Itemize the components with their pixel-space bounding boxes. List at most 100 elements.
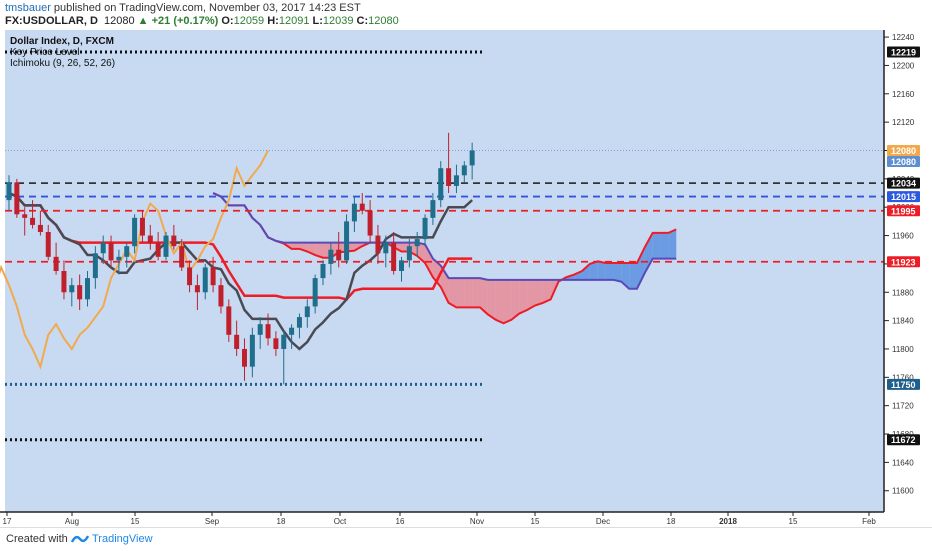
candle-body [249,334,255,367]
candle-body [453,175,459,186]
candle-body [234,334,240,349]
time-axis-background [0,512,932,527]
low-label: L: [312,15,323,27]
candle-body [187,267,193,286]
symbol-label[interactable]: FX:USDOLLAR, D [5,15,98,27]
candle-body [359,203,365,211]
candle-body [257,324,263,335]
candle-body [6,182,12,201]
candle-body [328,249,334,264]
tradingview-logo-icon [70,535,90,543]
cloud-segment [519,279,528,314]
candle-body [383,242,389,254]
candle-body [422,217,428,240]
cloud-segment [597,261,606,280]
legend-ichimoku: Ichimoku (9, 26, 52, 26) [10,58,116,69]
candle-body [461,165,467,176]
price-label-text: 11750 [891,380,916,390]
high-label: H: [267,15,279,27]
candle-body [22,214,28,218]
candle-body [469,150,475,166]
cloud-segment [605,263,614,280]
time-tick-label: 17 [3,517,12,526]
candle-body [61,271,67,293]
cloud-segment [464,278,473,308]
candle-body [179,246,185,268]
candle-body [399,260,404,271]
cloud-segment [660,232,669,259]
time-tick-label: Sep [205,517,220,526]
cloud-segment [487,279,496,320]
candle-body [320,263,326,279]
cloud-segment [432,258,441,287]
candle-body [132,217,138,247]
cloud-segment [589,261,598,280]
cloud-segment [456,278,465,308]
price-label-text: 12034 [891,179,916,189]
author-link[interactable]: tmsbauer [5,2,51,14]
candle-body [171,235,177,247]
price-label-badge [887,205,920,217]
time-tick-label: Dec [596,517,610,526]
open-value: 12059 [233,15,265,27]
chart-legend: Dollar Index, D, FXCM Key Price Level Ic… [10,36,115,69]
price-axis-background [884,30,932,512]
candle-body [218,285,224,307]
candle-body [163,235,169,257]
price-tick-label: 12120 [892,118,915,127]
price-tick-label: 12160 [892,90,915,99]
price-tick-label: 11960 [892,232,914,241]
candle-body [391,242,397,271]
cloud-segment [511,279,520,320]
price-label-badge [887,177,920,189]
candle-body [124,246,130,257]
time-tick-label: 15 [131,517,140,526]
price-label-text: 11923 [891,257,916,267]
candle-body [202,267,208,293]
cloud-segment [644,232,653,273]
candle-body [414,239,420,247]
key-price-levels [5,50,884,442]
time-tick-label: 15 [789,517,798,526]
cloud-segment [472,278,480,308]
candle-body [77,285,83,300]
cloud-segment [503,279,512,324]
legend-symbol: Dollar Index, D, FXCM [10,36,114,47]
candle-body [69,285,75,293]
time-axis[interactable]: 17 Aug 15 Sep 18 Oct 16 Nov 15 Dec 18 2018 15 Feb [3,512,877,526]
time-tick-label: 15 [531,517,540,526]
candle-body [375,235,381,254]
symbol-ohlc: FX:USDOLLAR, D 12080 ▲ +21 (+0.17%) O:12… [5,15,399,27]
change-value: ▲ +21 (+0.17%) [137,15,219,27]
price-chart[interactable]: 1224012200121601212012080120401200011960… [0,30,932,527]
legend-key-level: Key Price Level [10,47,80,58]
tradingview-brand[interactable]: TradingView [92,533,153,545]
price-label-badge [887,145,920,156]
tenkan-sen-line [8,191,473,351]
ichimoku-cloud [213,193,677,324]
time-tick-label: 18 [277,517,286,526]
candle-body [147,235,153,243]
candle-body [53,256,59,271]
candle-body [367,210,373,236]
candle-body [85,278,90,300]
time-tick-label: Nov [470,517,484,526]
candle-body [116,256,122,261]
price-tick-label: 12240 [892,33,915,42]
candle-body [30,217,36,225]
cloud-segment [417,242,426,264]
cloud-segment [629,263,637,289]
candle-body [351,203,357,222]
candle-body [406,246,412,261]
candle-body [194,285,200,293]
high-value: 12091 [278,15,310,27]
cloud-segment [582,263,590,280]
time-tick-label: Aug [65,517,79,526]
price-label-badge [887,378,920,390]
candle-body [289,327,295,335]
low-value: 12039 [322,15,354,27]
cloud-segment [527,279,535,310]
candle-body [344,221,350,261]
price-tick-label: 11720 [892,402,914,411]
price-tick-label: 12200 [892,61,915,70]
